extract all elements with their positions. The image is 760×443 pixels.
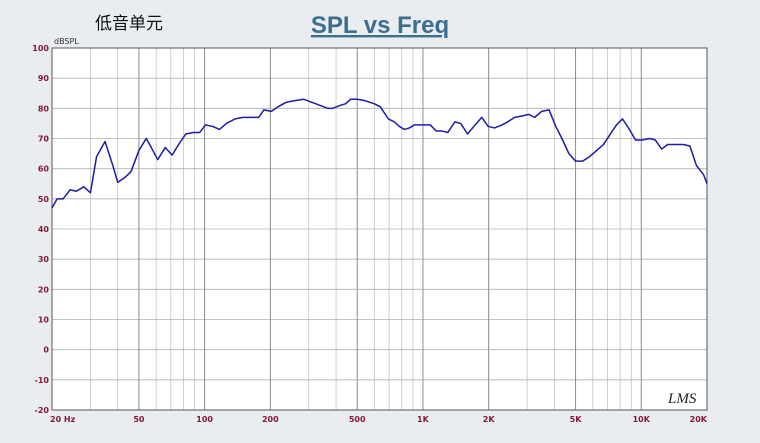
y-tick-label: 90 — [38, 74, 50, 83]
y-tick-label: -10 — [35, 376, 50, 385]
x-tick-label: 50 — [133, 415, 145, 424]
x-tick-label: 20 Hz — [50, 415, 76, 424]
y-axis-label: dBSPL — [54, 37, 79, 46]
x-tick-label: 20K — [690, 415, 708, 424]
x-tick-label: 200 — [262, 415, 279, 424]
plot-border — [51, 47, 708, 411]
y-tick-label: 100 — [32, 44, 49, 53]
y-tick-label: 20 — [38, 285, 50, 294]
x-tick-label: 500 — [349, 415, 366, 424]
chart-title: SPL vs Freq — [311, 12, 449, 39]
y-tick-label: 70 — [38, 135, 50, 144]
x-tick-label: 1K — [417, 415, 430, 424]
y-tick-label: 10 — [38, 316, 50, 325]
subtitle: 低音单元 — [95, 14, 163, 34]
series-line — [51, 98, 708, 209]
y-tick-label: 80 — [38, 104, 50, 113]
x-tick-label: 2K — [483, 415, 496, 424]
y-tick-label: 0 — [43, 346, 49, 355]
x-tick-label: 10K — [633, 415, 651, 424]
y-tick-label: 50 — [38, 195, 50, 204]
y-tick-label: 30 — [38, 255, 50, 264]
y-tick-label: 60 — [38, 165, 50, 174]
x-tick-label: 5K — [570, 415, 583, 424]
y-tick-label: 40 — [38, 225, 50, 234]
y-tick-label: -20 — [35, 406, 50, 415]
x-tick-label: 100 — [196, 415, 213, 424]
logo: LMS — [667, 391, 697, 407]
